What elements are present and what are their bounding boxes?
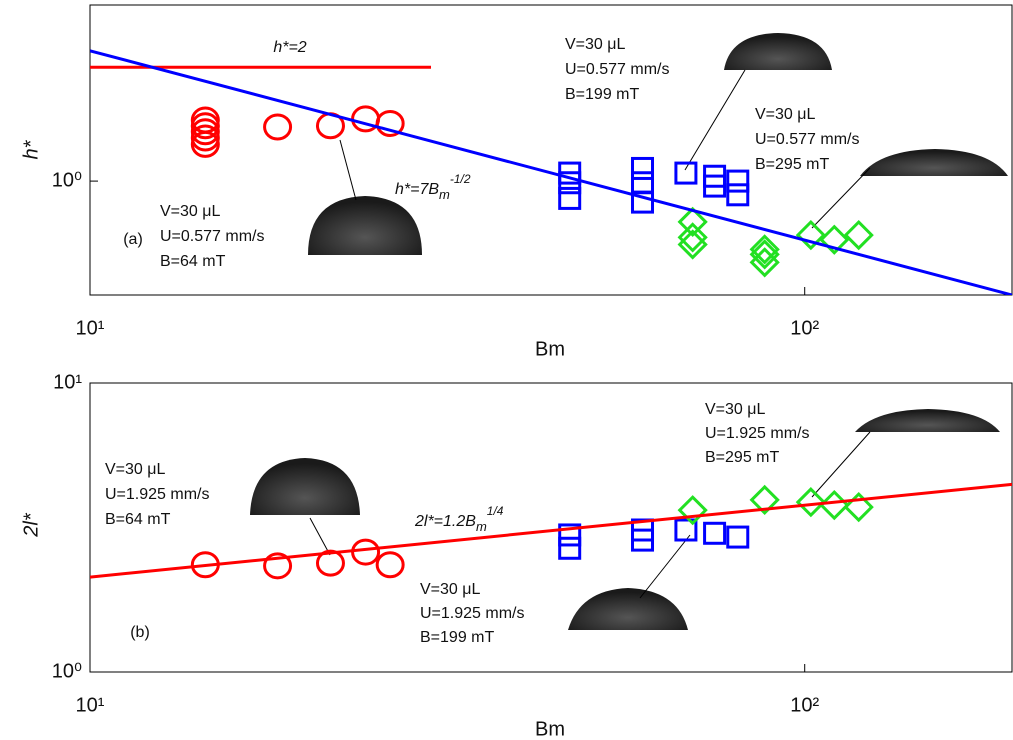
panel-label: (a) — [123, 231, 143, 248]
circle-marker — [265, 115, 291, 139]
square-marker — [728, 171, 748, 191]
diamond-marker — [846, 222, 872, 248]
leader-line — [812, 432, 870, 497]
diamond-marker — [798, 489, 824, 515]
droplet-image — [860, 149, 1008, 176]
note-line: U=1.925 mm/s — [420, 605, 524, 622]
y-axis-title: 2l* — [20, 512, 42, 538]
note-line: U=0.577 mm/s — [755, 131, 859, 148]
y-axis-title: h* — [20, 139, 42, 159]
x-axis-title: Bm — [535, 338, 565, 360]
droplet-image — [308, 196, 422, 255]
y-tick-label: 10⁰ — [52, 169, 82, 191]
note-line: B=295 mT — [705, 449, 779, 466]
note-line: B=199 mT — [565, 86, 639, 103]
note-line: U=1.925 mm/s — [705, 425, 809, 442]
panel-label: (b) — [130, 624, 150, 641]
droplet-image — [724, 33, 832, 70]
note-line: B=295 mT — [755, 156, 829, 173]
note-line: B=64 mT — [105, 511, 171, 528]
note-line: V=30 μL — [755, 106, 815, 123]
note-line: B=199 mT — [420, 629, 494, 646]
equation: 2l*=1.2Bm1/4 — [414, 504, 504, 534]
x-tick-label: 10¹ — [76, 694, 105, 716]
y-tick-label: 10¹ — [53, 371, 82, 393]
note-line: V=30 μL — [160, 203, 220, 220]
square-marker — [633, 158, 653, 178]
circle-marker — [377, 553, 403, 577]
note-line: V=30 μL — [565, 36, 625, 53]
y-tick-label: 10⁰ — [52, 660, 82, 682]
leader-line — [640, 535, 690, 598]
note-line: U=0.577 mm/s — [565, 61, 669, 78]
figure: 10¹10²10⁰Bmh*(a)h*=2h*=7Bm-1/2V=30 μLU=0… — [0, 0, 1013, 740]
square-marker — [705, 523, 725, 543]
leader-line — [685, 70, 745, 170]
line-label: h*=2 — [273, 39, 306, 56]
note-line: U=1.925 mm/s — [105, 486, 209, 503]
note-line: B=64 mT — [160, 253, 226, 270]
fit-line — [90, 484, 1012, 577]
note-line: V=30 μL — [705, 401, 765, 418]
plot-area — [90, 484, 1012, 577]
equation-sub: m — [439, 187, 450, 202]
square-marker — [728, 527, 748, 547]
droplet-image — [250, 458, 360, 515]
equation-base: h*=7B — [395, 181, 439, 198]
x-tick-label: 10² — [790, 694, 819, 716]
equation-base: 2l*=1.2B — [414, 513, 476, 530]
square-marker — [633, 173, 653, 193]
plot-frame — [90, 5, 1012, 295]
square-marker — [560, 538, 580, 558]
droplet-image — [568, 588, 688, 630]
diamond-marker — [821, 492, 847, 518]
square-marker — [728, 185, 748, 205]
leaders — [310, 70, 870, 598]
x-tick-label: 10¹ — [76, 317, 105, 339]
equation: h*=7Bm-1/2 — [395, 172, 471, 202]
note-line: V=30 μL — [420, 581, 480, 598]
equation-sup: 1/4 — [487, 504, 504, 518]
leader-line — [340, 140, 356, 200]
equation-sub: m — [476, 519, 487, 534]
leader-line — [812, 168, 870, 228]
square-marker — [676, 163, 696, 183]
x-tick-label: 10² — [790, 317, 819, 339]
note-line: V=30 μL — [105, 461, 165, 478]
x-axis-title: Bm — [535, 718, 565, 740]
note-line: U=0.577 mm/s — [160, 228, 264, 245]
droplet-image — [855, 409, 1000, 432]
circle-marker — [353, 540, 379, 564]
leader-line — [310, 518, 330, 555]
equation-sup: -1/2 — [450, 172, 471, 186]
